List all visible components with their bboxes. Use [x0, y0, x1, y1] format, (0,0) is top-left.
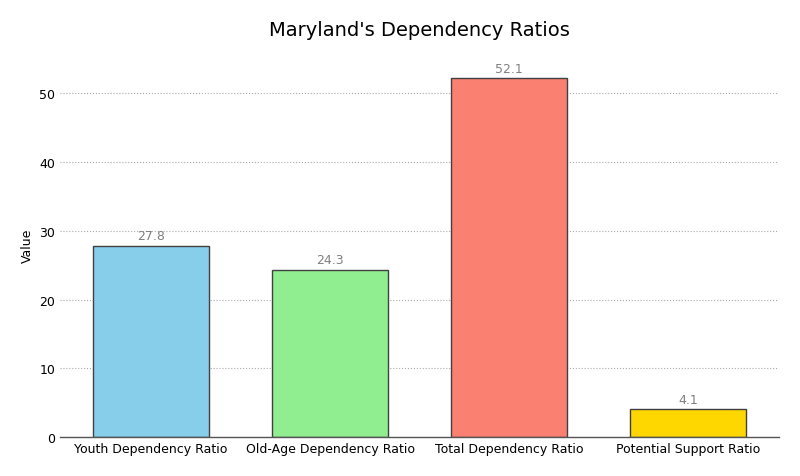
Bar	[272, 270, 388, 437]
Title: Maryland's Dependency Ratios: Maryland's Dependency Ratios	[270, 21, 570, 40]
Bar	[451, 79, 567, 437]
Bar	[630, 409, 746, 437]
Y-axis label: Value: Value	[21, 228, 34, 262]
Text: 4.1: 4.1	[678, 393, 698, 406]
Text: 27.8: 27.8	[137, 230, 165, 243]
Bar	[93, 246, 210, 437]
Text: 52.1: 52.1	[495, 63, 523, 76]
Text: 24.3: 24.3	[316, 254, 344, 267]
